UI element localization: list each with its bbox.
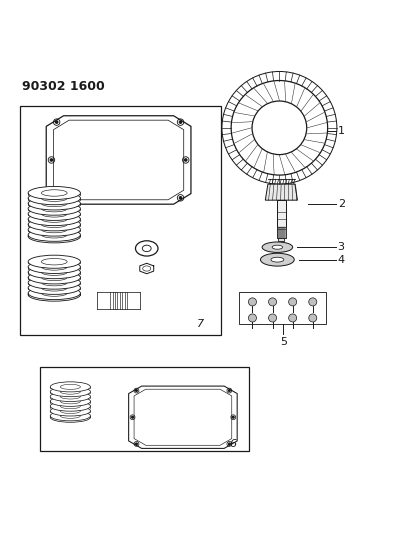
Circle shape bbox=[55, 121, 58, 123]
Text: 4: 4 bbox=[337, 255, 344, 265]
Ellipse shape bbox=[28, 202, 80, 215]
Ellipse shape bbox=[260, 253, 294, 266]
Bar bbox=[276, 200, 285, 238]
Bar bbox=[239, 292, 325, 324]
Ellipse shape bbox=[28, 192, 80, 205]
Circle shape bbox=[55, 197, 58, 199]
Bar bbox=[20, 106, 221, 335]
Ellipse shape bbox=[28, 197, 80, 210]
Circle shape bbox=[179, 121, 181, 123]
Circle shape bbox=[268, 298, 276, 306]
Circle shape bbox=[288, 314, 296, 322]
Circle shape bbox=[248, 314, 256, 322]
Ellipse shape bbox=[28, 187, 80, 199]
Ellipse shape bbox=[28, 265, 80, 279]
Circle shape bbox=[135, 390, 137, 391]
Ellipse shape bbox=[28, 261, 80, 273]
Text: 1: 1 bbox=[337, 126, 344, 136]
Ellipse shape bbox=[28, 218, 80, 231]
Circle shape bbox=[135, 443, 137, 445]
Text: 2: 2 bbox=[337, 199, 344, 209]
Ellipse shape bbox=[50, 397, 90, 406]
Ellipse shape bbox=[261, 242, 292, 253]
Ellipse shape bbox=[50, 391, 90, 401]
Text: 6: 6 bbox=[229, 439, 236, 449]
Ellipse shape bbox=[28, 287, 80, 300]
Circle shape bbox=[228, 390, 230, 391]
Ellipse shape bbox=[50, 411, 90, 421]
Text: 5: 5 bbox=[279, 337, 286, 347]
Ellipse shape bbox=[28, 213, 80, 225]
Bar bbox=[276, 227, 285, 238]
Polygon shape bbox=[265, 184, 297, 200]
Ellipse shape bbox=[28, 228, 80, 241]
Circle shape bbox=[228, 443, 230, 445]
Ellipse shape bbox=[28, 276, 80, 289]
Ellipse shape bbox=[50, 382, 90, 392]
Circle shape bbox=[288, 298, 296, 306]
Bar bbox=[278, 238, 284, 241]
Ellipse shape bbox=[28, 207, 80, 221]
Circle shape bbox=[248, 298, 256, 306]
Circle shape bbox=[132, 416, 133, 418]
Circle shape bbox=[308, 314, 316, 322]
Circle shape bbox=[50, 159, 53, 161]
Text: 3: 3 bbox=[337, 242, 344, 252]
Ellipse shape bbox=[270, 257, 283, 262]
Ellipse shape bbox=[28, 281, 80, 294]
Ellipse shape bbox=[28, 255, 80, 268]
Text: 7: 7 bbox=[196, 319, 204, 329]
Ellipse shape bbox=[50, 401, 90, 411]
Ellipse shape bbox=[251, 101, 306, 155]
Bar bbox=[40, 367, 249, 451]
Circle shape bbox=[268, 314, 276, 322]
Ellipse shape bbox=[50, 406, 90, 416]
Ellipse shape bbox=[50, 386, 90, 397]
Circle shape bbox=[308, 298, 316, 306]
Ellipse shape bbox=[28, 223, 80, 236]
Ellipse shape bbox=[271, 245, 282, 249]
Circle shape bbox=[232, 416, 233, 418]
Circle shape bbox=[179, 197, 181, 199]
Text: 90302 1600: 90302 1600 bbox=[22, 79, 105, 93]
Ellipse shape bbox=[28, 271, 80, 284]
Circle shape bbox=[184, 159, 186, 161]
